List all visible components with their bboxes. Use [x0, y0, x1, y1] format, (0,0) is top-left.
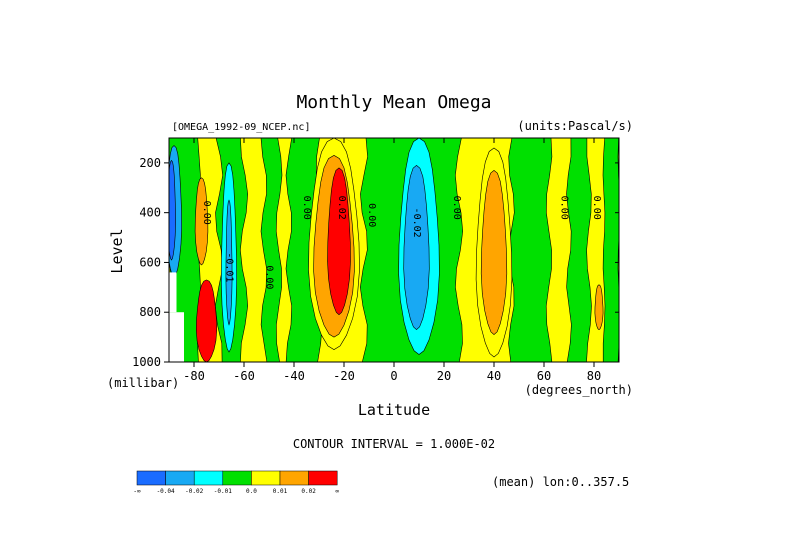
field-orange-region [594, 284, 604, 330]
y-tick-label: 600 [139, 255, 161, 269]
colorbar: -∞ -0.04 -0.02 -0.01 0.0 0.01 0.02 ∞ [133, 470, 339, 495]
contour-label: 0.00 [201, 201, 212, 225]
chart-subtitle-right: (units:Pascal/s) [517, 119, 633, 133]
field-blue-region [403, 165, 430, 331]
field-orange-region [480, 170, 508, 336]
y-tick-label: 200 [139, 156, 161, 170]
contour-field [169, 138, 619, 362]
x-axis: -80 -60 -40 -20 0 20 40 60 80 [183, 138, 601, 383]
field-blue-region [169, 159, 176, 261]
field-band-green [602, 138, 619, 362]
field-band-green [260, 138, 283, 362]
field-orange-region [194, 177, 209, 266]
x-tick-label: 60 [537, 369, 551, 383]
colorbar-tick-label: -0.04 [157, 488, 175, 495]
x-tick-label: -20 [333, 369, 355, 383]
contour-label: 0.00 [301, 196, 312, 220]
y-tick-label: 1000 [132, 355, 161, 369]
y-axis-title: Level [108, 228, 126, 273]
colorbar-swatch [222, 470, 252, 486]
x-tick-label: -80 [183, 369, 205, 383]
x-tick-label: 80 [587, 369, 601, 383]
field-missing-region [169, 272, 177, 313]
y-axis-units: (millibar) [107, 376, 179, 390]
colorbar-swatch [165, 470, 195, 486]
colorbar-swatch [308, 470, 338, 486]
y-tick-label: 400 [139, 206, 161, 220]
x-tick-label: 40 [487, 369, 501, 383]
contour-label: 0.00 [591, 196, 602, 220]
x-tick-label: -60 [233, 369, 255, 383]
field-band-green [508, 138, 553, 362]
contour-label: 0.00 [559, 196, 570, 220]
colorbar-tick-label: 0.02 [301, 488, 316, 495]
colorbar-swatch [251, 470, 281, 486]
mean-text: (mean) lon:0..357.5 [492, 475, 629, 489]
contour-label: 0.00 [366, 203, 377, 227]
colorbar-tick-label: -∞ [133, 488, 141, 495]
colorbar-swatch [193, 470, 224, 486]
colorbar-tick-label: -0.02 [185, 488, 203, 495]
x-tick-label: -40 [283, 369, 305, 383]
x-tick-label: 20 [437, 369, 451, 383]
field-red-region [195, 279, 218, 362]
y-axis: 200 400 600 800 1000 [132, 156, 619, 369]
y-tick-label: 800 [139, 305, 161, 319]
chart-title: Monthly Mean Omega [296, 92, 491, 113]
contour-label: 0.00 [264, 265, 275, 289]
field-missing-region [169, 312, 184, 362]
colorbar-swatch [279, 470, 309, 486]
contour-label: 0.00 [451, 196, 462, 220]
colorbar-swatch [136, 470, 166, 486]
x-axis-title: Latitude [358, 401, 430, 419]
colorbar-tick-label: -0.01 [214, 488, 232, 495]
x-axis-units: (degrees_north) [525, 383, 633, 397]
contour-label: -0.01 [224, 252, 235, 282]
colorbar-tick-label: 0.0 [246, 488, 257, 495]
contour-label: 0.02 [336, 196, 347, 220]
field-red-region [327, 167, 351, 316]
chart-subtitle-left: [OMEGA_1992-09_NCEP.nc] [172, 122, 310, 133]
x-tick-label: 0 [390, 369, 397, 383]
colorbar-tick-label: 0.01 [273, 488, 288, 495]
contour-label: -0.02 [411, 208, 422, 238]
field-band-green [566, 138, 592, 362]
field-blue-region [225, 199, 233, 326]
contour-interval-text: CONTOUR INTERVAL = 1.000E-02 [293, 437, 495, 451]
contour-labels: 0.00 -0.01 0.00 0.00 0.02 0.00 -0.02 0.00 0.00 0.… [201, 196, 602, 290]
colorbar-tick-label: ∞ [335, 488, 339, 495]
